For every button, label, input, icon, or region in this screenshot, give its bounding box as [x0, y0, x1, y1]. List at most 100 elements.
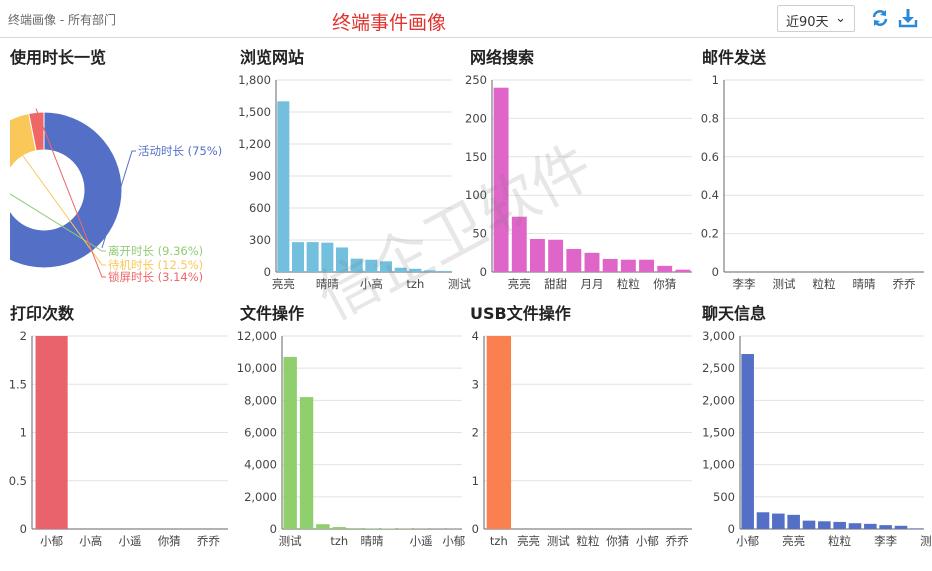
y-tick-label: 1,500 — [238, 105, 271, 119]
bar[interactable] — [493, 87, 509, 273]
y-tick-label: 50 — [472, 227, 487, 241]
bar[interactable] — [741, 354, 754, 529]
x-tick-label: 测试 — [773, 277, 796, 291]
x-tick-label: 亮亮 — [508, 277, 531, 291]
bar[interactable] — [756, 512, 770, 529]
bar[interactable] — [787, 514, 800, 529]
y-tick-label: 250 — [465, 73, 487, 87]
bar[interactable] — [620, 259, 636, 272]
y-tick-label: 12,000 — [237, 329, 277, 343]
bar[interactable] — [584, 252, 600, 272]
bar[interactable] — [910, 528, 923, 529]
x-tick-label: 亮亮 — [517, 534, 540, 548]
download-icon[interactable] — [898, 8, 918, 28]
bar[interactable] — [291, 242, 305, 272]
y-tick-label: 2,000 — [244, 490, 277, 504]
bar[interactable] — [602, 258, 618, 272]
mail-bar-chart: 0 0.2 0.4 0.6 0.8 1 李李 测试 粒粒 晴晴 乔乔 — [701, 73, 924, 291]
bar[interactable] — [409, 268, 422, 272]
panel-title: 邮件发送 — [702, 48, 767, 67]
panel-usage: 使用时长一览 活动时长 (75%) 离开时长 (9.36%) 待机时长 (12.5%… — [10, 44, 230, 294]
bar[interactable] — [316, 524, 330, 529]
panel-file: 文件操作 0 2,000 4,000 6,000 8,000 10,000 12,000 测试… — [237, 300, 466, 560]
bar[interactable] — [277, 101, 290, 272]
y-tick-label: 6,000 — [244, 426, 277, 440]
bar[interactable] — [818, 521, 831, 529]
bar[interactable] — [283, 356, 297, 529]
bar[interactable] — [306, 242, 319, 272]
x-tick-label: 粒粒 — [577, 534, 600, 548]
bar[interactable] — [299, 397, 314, 529]
bar[interactable] — [511, 216, 527, 272]
usb-bar-chart: 0 1 2 3 4 tzh 亮亮 测试 粒粒 你猜 小郁 乔乔 — [472, 329, 692, 548]
y-tick-label: 10,000 — [237, 361, 277, 375]
panel-title: 打印次数 — [10, 304, 75, 323]
bar[interactable] — [772, 513, 785, 529]
bar[interactable] — [438, 270, 451, 272]
chat-bar-chart: 0 500 1,000 1,500 2,000 2,500 3,000 小郁 亮亮 粒粒 李李 测试 — [702, 329, 932, 548]
x-tick-label: 小高 — [360, 277, 383, 291]
bar[interactable] — [348, 528, 363, 529]
y-tick-label: 1,800 — [238, 73, 271, 87]
y-tick-label: 1,500 — [702, 426, 735, 440]
bar[interactable] — [321, 242, 334, 272]
panel-browse: 浏览网站 0 300 600 900 1,200 1,500 1,800 亮亮 晴晴 小高 tzh 测… — [238, 44, 471, 294]
panel-title: 聊天信息 — [702, 304, 767, 323]
pie-slice[interactable] — [10, 111, 123, 269]
y-tick-label: 0.4 — [701, 188, 719, 202]
time-range-select[interactable]: 近90天 ⌄ — [777, 5, 855, 32]
refresh-icon[interactable] — [870, 8, 890, 28]
panel-chat: 聊天信息 0 500 1,000 1,500 2,000 2,500 3,000 小郁 亮亮 粒粒… — [702, 300, 932, 560]
bar[interactable] — [530, 238, 545, 272]
panel-search: 网络搜索 0 50 100 150 200 250 亮亮 甜甜 月月 粒粒 你猜 — [465, 44, 695, 294]
x-tick-label: tzh — [490, 534, 508, 548]
y-tick-label: 2 — [20, 329, 27, 343]
x-tick-label: 亮亮 — [272, 277, 295, 291]
x-tick-label: 晴晴 — [361, 534, 384, 548]
x-tick-label: 李李 — [874, 534, 897, 548]
bar[interactable] — [848, 523, 862, 529]
x-tick-label: 李李 — [733, 277, 756, 291]
y-tick-label: 1,000 — [702, 458, 735, 472]
usage-pie-chart: 活动时长 (75%) 离开时长 (9.36%)待机时长 (12.5%)锁屏时长 (… — [10, 108, 222, 284]
bar[interactable] — [423, 270, 437, 272]
bar[interactable] — [394, 267, 407, 272]
pie-leader-line — [10, 193, 106, 252]
chevron-down-icon: ⌄ — [835, 11, 846, 26]
bar[interactable] — [566, 248, 582, 272]
bar[interactable] — [332, 527, 346, 529]
bar[interactable] — [675, 269, 691, 272]
bar[interactable] — [894, 525, 908, 529]
bar[interactable] — [335, 247, 349, 272]
bar[interactable] — [365, 528, 379, 529]
panel-title: 使用时长一览 — [10, 48, 107, 67]
x-tick-label: 小高 — [79, 534, 102, 548]
x-tick-label: 你猜 — [653, 277, 676, 291]
panel-title: 网络搜索 — [470, 48, 535, 67]
panel-mail: 邮件发送 0 0.2 0.4 0.6 0.8 1 李李 测试 粒粒 晴晴 乔乔 — [701, 44, 927, 294]
bar[interactable] — [879, 525, 892, 529]
bar[interactable] — [350, 258, 363, 272]
y-tick-label: 300 — [249, 233, 271, 247]
bar[interactable] — [35, 336, 68, 529]
pie-leader-line — [101, 150, 136, 249]
bar[interactable] — [864, 523, 877, 529]
y-tick-label: 0.6 — [701, 150, 719, 164]
x-tick-label: 粒粒 — [828, 534, 851, 548]
y-tick-label: 150 — [465, 150, 487, 164]
y-tick-label: 500 — [713, 490, 735, 504]
bar[interactable] — [379, 261, 393, 272]
bar[interactable] — [639, 259, 654, 272]
bar[interactable] — [802, 520, 816, 529]
bar[interactable] — [657, 265, 673, 272]
x-tick-label: 乔乔 — [893, 277, 916, 291]
bar[interactable] — [833, 521, 846, 529]
bar[interactable] — [548, 239, 564, 272]
y-tick-label: 4 — [472, 329, 479, 343]
y-tick-label: 0.8 — [701, 111, 719, 125]
y-tick-label: 0.5 — [9, 474, 27, 488]
y-tick-label: 4,000 — [244, 458, 277, 472]
bar[interactable] — [486, 336, 512, 529]
bar[interactable] — [365, 259, 378, 272]
pie-slice[interactable] — [28, 111, 45, 152]
